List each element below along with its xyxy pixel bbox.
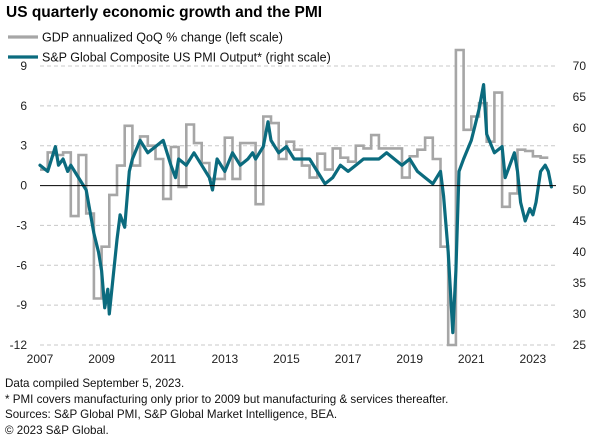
- x-tick-label: 2019: [396, 352, 423, 366]
- left-tick-label: 3: [20, 139, 27, 153]
- left-tick-label: -6: [16, 258, 27, 272]
- chart-notes: Data compiled September 5, 2023. * PMI c…: [5, 376, 448, 438]
- x-tick-label: 2007: [27, 352, 54, 366]
- x-tick-label: 2015: [273, 352, 300, 366]
- note-copyright: © 2023 S&P Global.: [5, 423, 109, 437]
- pmi-series-line: [38, 83, 553, 335]
- chart-title: US quarterly economic growth and the PMI: [6, 4, 323, 21]
- left-tick-label: -9: [16, 298, 27, 312]
- right-tick-label: 40: [573, 245, 587, 259]
- axes: -12 -9 -6 -3 0 3 6 9 25 30 35 40 45 50 55 60 65 70 2007 200…: [10, 59, 587, 366]
- right-tick-label: 25: [573, 338, 587, 352]
- right-tick-label: 55: [573, 152, 587, 166]
- x-tick-label: 2017: [335, 352, 362, 366]
- left-tick-label: 6: [20, 99, 27, 113]
- left-tick-label: -12: [10, 338, 28, 352]
- note-sources: Sources: S&P Global PMI, S&P Global Mark…: [5, 408, 338, 421]
- right-tick-label: 45: [573, 214, 587, 228]
- left-tick-label: 9: [20, 59, 27, 73]
- x-tick-label: 2023: [520, 352, 547, 366]
- right-tick-label: 30: [573, 307, 587, 321]
- right-tick-label: 35: [573, 276, 587, 290]
- right-tick-label: 60: [573, 121, 587, 135]
- right-tick-label: 70: [573, 59, 587, 73]
- series-layer: [38, 48, 553, 347]
- left-tick-label: 0: [20, 179, 27, 193]
- x-tick-label: 2013: [211, 352, 238, 366]
- right-tick-label: 65: [573, 90, 587, 104]
- x-tick-label: 2011: [150, 352, 176, 366]
- x-tick-label: 2009: [88, 352, 115, 366]
- note-data-compiled: Data compiled September 5, 2023.: [5, 377, 185, 390]
- x-tick-label: 2021: [458, 352, 485, 366]
- legend-label-gdp: GDP annualized QoQ % change (left scale): [42, 31, 283, 45]
- gdp-series-line: [40, 48, 549, 347]
- legend-label-pmi: S&P Global Composite US PMI Output* (rig…: [42, 51, 331, 65]
- note-pmi-coverage: * PMI covers manufacturing only prior to…: [5, 392, 449, 406]
- legend: GDP annualized QoQ % change (left scale)…: [8, 31, 331, 65]
- right-tick-label: 50: [573, 183, 587, 197]
- left-tick-label: -3: [16, 218, 27, 232]
